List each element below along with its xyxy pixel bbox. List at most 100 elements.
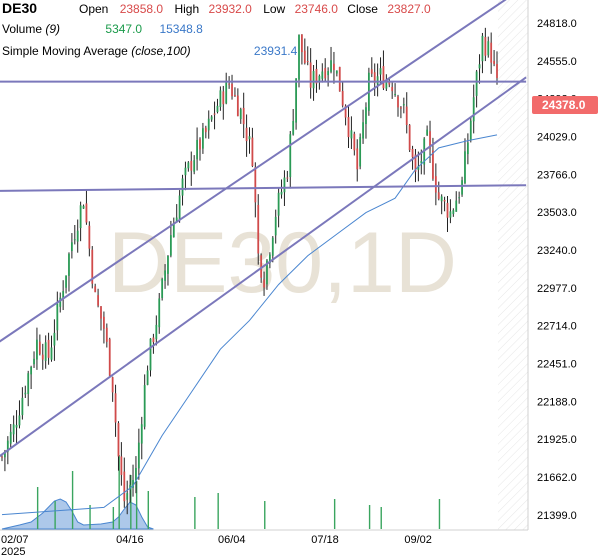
lower-channel-line[interactable] xyxy=(0,76,527,462)
candle-body xyxy=(333,63,335,70)
candle-body xyxy=(53,332,56,346)
candle-body xyxy=(140,424,143,444)
candle-body xyxy=(298,34,300,80)
x-tick-label: 04/16 xyxy=(116,534,144,546)
candle-layer xyxy=(1,27,498,515)
volume-bar xyxy=(194,497,196,529)
candle-body xyxy=(44,342,47,361)
x-tick-label: 09/02 xyxy=(404,534,432,546)
candle-body xyxy=(216,105,219,113)
candle-body xyxy=(117,423,120,457)
candle-body xyxy=(309,62,312,88)
last-price-tag-bg xyxy=(532,96,598,114)
x-tick-sublabel: 2025 xyxy=(1,546,25,558)
candle-body xyxy=(266,260,268,285)
y-tick-label: 23766.0 xyxy=(537,169,577,181)
volume-ma-area xyxy=(1,498,154,530)
candle-body xyxy=(15,424,18,428)
candle-body xyxy=(414,154,417,172)
candle-body xyxy=(228,83,231,85)
y-tick-label: 21662.0 xyxy=(537,472,577,484)
volume-readout: Volume (9) 5347.0 15348.8 xyxy=(2,22,203,36)
volume-bar xyxy=(217,493,219,529)
candle-body xyxy=(458,197,461,199)
candle-body xyxy=(394,93,396,95)
candle-body xyxy=(356,148,359,170)
candle-body xyxy=(187,162,190,169)
candle-body xyxy=(301,34,303,53)
candle-body xyxy=(143,385,146,427)
candle-body xyxy=(222,91,225,105)
candle-body xyxy=(9,431,12,444)
candle-body xyxy=(242,107,245,125)
candle-body xyxy=(437,192,440,199)
candle-body xyxy=(76,230,79,242)
candle-body xyxy=(254,167,257,203)
candle-body xyxy=(190,160,193,171)
candle-body xyxy=(432,150,434,179)
candle-body xyxy=(169,235,172,256)
candle-body xyxy=(234,95,236,97)
candle-body xyxy=(251,137,254,167)
candle-body xyxy=(164,270,166,281)
candle-body xyxy=(41,354,44,360)
candle-body xyxy=(271,237,274,256)
candle-body xyxy=(417,165,420,170)
candle-body xyxy=(97,295,99,306)
candle-body xyxy=(33,358,35,365)
candle-body xyxy=(91,249,94,284)
candle-body xyxy=(286,177,289,179)
candle-body xyxy=(260,255,263,278)
volume-bar xyxy=(368,505,371,529)
candle-body xyxy=(434,176,437,193)
candle-body xyxy=(274,216,277,236)
last-price-value: 24378.0 xyxy=(542,98,586,112)
close-value: 23827.0 xyxy=(387,2,431,16)
candle-body xyxy=(103,316,105,329)
support-line[interactable] xyxy=(0,184,527,192)
candle-body xyxy=(27,373,30,394)
volume-bar xyxy=(71,471,74,529)
x-tick-label: 06/04 xyxy=(218,534,246,546)
candle-body xyxy=(129,484,132,490)
candle-body xyxy=(440,196,443,202)
y-tick-label: 24818.0 xyxy=(537,18,577,30)
candle-body xyxy=(318,75,321,83)
trendlines[interactable] xyxy=(0,0,527,463)
candle-body xyxy=(172,223,175,238)
y-tick-label: 24555.0 xyxy=(537,56,577,68)
candle-body xyxy=(30,367,33,375)
candle-body xyxy=(47,339,50,358)
candle-body xyxy=(152,337,155,343)
candle-body xyxy=(338,66,341,92)
candle-body xyxy=(283,177,286,193)
candle-body xyxy=(379,68,382,75)
close-label: Close xyxy=(347,2,378,16)
volume-bar xyxy=(89,505,91,529)
candle-body xyxy=(210,116,213,120)
candle-body xyxy=(490,42,493,63)
candle-body xyxy=(405,106,408,126)
candle-body xyxy=(132,480,134,488)
volume-bar xyxy=(333,499,336,529)
candle-body xyxy=(56,303,59,331)
sma-line xyxy=(1,134,498,516)
candle-body xyxy=(402,104,405,106)
candle-body xyxy=(446,202,449,218)
candle-body xyxy=(292,121,295,135)
y-tick-label: 22714.0 xyxy=(537,321,577,333)
candle-body xyxy=(449,211,452,218)
candle-body xyxy=(362,122,364,139)
upper-channel-line[interactable] xyxy=(0,0,520,348)
y-tick-label: 21925.0 xyxy=(537,434,577,446)
candle-body xyxy=(248,136,251,140)
candle-body xyxy=(385,80,388,89)
candle-body xyxy=(280,191,283,195)
volume-bar xyxy=(112,507,115,529)
ohlc-readout: Open 23858.0 High 23932.0 Low 23746.0 Cl… xyxy=(79,2,431,16)
low-label: Low xyxy=(263,2,286,16)
volume-bar xyxy=(380,507,382,529)
candle-body xyxy=(484,37,487,56)
